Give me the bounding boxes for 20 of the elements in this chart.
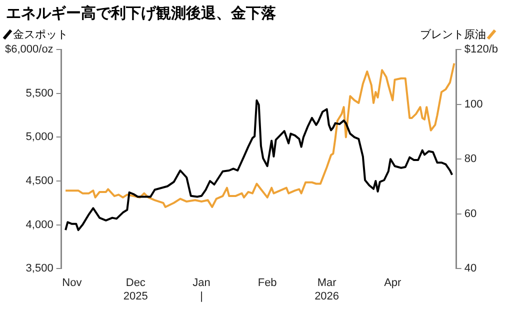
y-tick-label: 5,000	[26, 131, 54, 144]
y2-tick-label: 80	[464, 153, 477, 166]
x-tick-label: Feb	[258, 277, 277, 290]
y2-tick-label: 40	[464, 262, 477, 275]
y-tick-label: 4,500	[26, 175, 54, 188]
chart-title: エネルギー高で利下げ観測後退、金下落	[6, 4, 276, 23]
text: ブレント原油	[420, 27, 486, 42]
x-tick-label: Mar 2026	[314, 277, 340, 302]
legend-label: 金スポット	[13, 27, 68, 42]
y-tick-label: 4,000	[26, 218, 54, 231]
y-tick-label: 3,500	[26, 262, 54, 275]
y2-tick-label: 60	[464, 208, 477, 220]
y-tick-label: 5,500	[26, 87, 54, 100]
y2-tick-label: 100	[464, 98, 483, 110]
x-tick-label: Dec 2025	[123, 277, 148, 302]
x-tick-label: Jan |	[192, 277, 210, 302]
y-tick-label: $6,000/oz	[4, 44, 54, 56]
x-tick-label: Nov	[62, 277, 82, 290]
y2-tick-label: $120/b	[464, 44, 498, 56]
x-tick-label: Apr	[384, 277, 402, 290]
